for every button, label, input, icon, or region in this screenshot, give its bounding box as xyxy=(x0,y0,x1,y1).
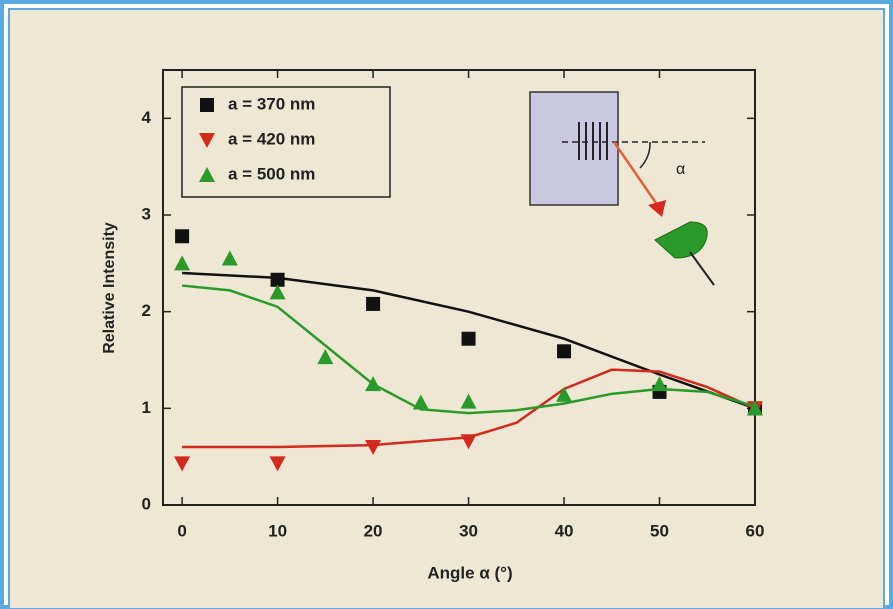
x-tick-label: 40 xyxy=(555,521,574,540)
background xyxy=(9,9,884,609)
marker xyxy=(366,297,380,311)
legend-marker xyxy=(200,98,214,112)
x-tick-label: 10 xyxy=(268,521,287,540)
x-tick-label: 60 xyxy=(746,521,765,540)
inset-label: α xyxy=(676,161,685,178)
y-tick-label: 3 xyxy=(142,204,151,223)
y-tick-label: 2 xyxy=(142,301,151,320)
y-axis-label: Relative Intensity xyxy=(101,222,118,354)
marker xyxy=(462,332,476,346)
y-tick-label: 4 xyxy=(142,108,152,127)
legend-label: a = 370 nm xyxy=(228,94,315,113)
inset-sample xyxy=(530,92,618,205)
x-axis-label: Angle α (°) xyxy=(427,563,512,582)
x-tick-label: 50 xyxy=(650,521,669,540)
y-tick-label: 1 xyxy=(142,398,151,417)
marker xyxy=(557,344,571,358)
legend-label: a = 500 nm xyxy=(228,164,315,183)
legend-label: a = 420 nm xyxy=(228,129,315,148)
y-tick-label: 0 xyxy=(142,494,151,513)
x-tick-label: 20 xyxy=(364,521,383,540)
chart: Angle α (°) Relative Intensity α 0102030… xyxy=(0,0,893,609)
page: Angle α (°) Relative Intensity α 0102030… xyxy=(0,0,893,609)
x-tick-label: 0 xyxy=(177,521,186,540)
marker xyxy=(175,229,189,243)
x-tick-label: 30 xyxy=(459,521,478,540)
